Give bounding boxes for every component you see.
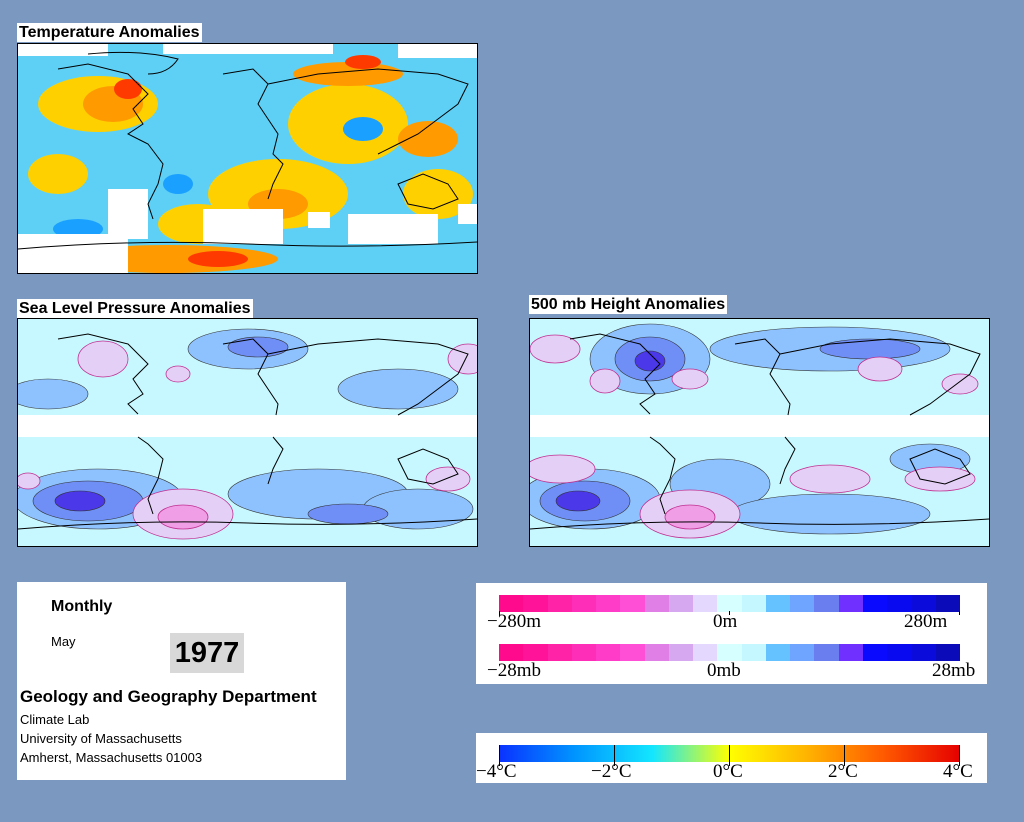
slp-legend-swatch <box>523 644 548 661</box>
height-colorbar <box>499 595 961 612</box>
height-legend-swatch <box>571 595 597 612</box>
height-label-zero: 0m <box>713 611 738 632</box>
slp-legend-swatch <box>693 644 718 661</box>
height-legend-swatch <box>862 595 888 612</box>
slp-legend-swatch <box>790 644 815 661</box>
university-label: University of Massachusetts <box>20 731 182 746</box>
lab-label: Climate Lab <box>20 712 90 727</box>
anomaly-legend-panel: −280m 0m 280m −28mb 0mb 28mb <box>476 583 987 684</box>
height-legend-swatch <box>765 595 791 612</box>
slp-legend-swatch <box>862 644 888 661</box>
temp-label-0: 0°C <box>713 761 743 782</box>
info-panel: Monthly May 1977 Geology and Geography D… <box>17 582 346 780</box>
slp-map <box>17 318 478 547</box>
temp-tick <box>499 745 500 766</box>
address-label: Amherst, Massachusetts 01003 <box>20 750 203 765</box>
year-label: 1977 <box>170 633 244 673</box>
temp-tick <box>959 745 960 766</box>
height-title: 500 mb Height Anomalies <box>529 295 728 314</box>
height-legend-swatch <box>596 595 621 612</box>
height-label-min: −280m <box>487 611 541 632</box>
period-label: Monthly <box>51 598 113 615</box>
slp-legend-swatch <box>717 644 742 661</box>
height-legend-swatch <box>547 595 572 612</box>
height-map <box>529 318 990 547</box>
temp-tick <box>729 745 730 766</box>
temperature-title: Temperature Anomalies <box>17 23 202 42</box>
slp-legend-swatch <box>765 644 791 661</box>
temp-label-m4: −4°C <box>476 761 517 782</box>
height-legend-swatch <box>620 595 645 612</box>
height-legend-swatch <box>911 595 936 612</box>
temp-label-4: 4°C <box>943 761 973 782</box>
slp-legend-swatch <box>668 644 694 661</box>
height-legend-swatch <box>717 595 742 612</box>
height-legend-swatch <box>814 595 839 612</box>
height-legend-swatch <box>887 595 912 612</box>
temp-tick <box>844 745 845 766</box>
temperature-legend-panel: −4°C −2°C 0°C 2°C 4°C <box>476 733 987 783</box>
slp-legend-swatch <box>620 644 645 661</box>
slp-legend-swatch <box>547 644 572 661</box>
slp-legend-swatch <box>814 644 839 661</box>
height-legend-swatch <box>693 595 718 612</box>
height-legend-swatch <box>644 595 669 612</box>
temp-tick <box>614 745 615 766</box>
height-legend-swatch <box>523 595 548 612</box>
temp-label-m2: −2°C <box>591 761 632 782</box>
month-label: May <box>51 634 76 649</box>
department-label: Geology and Geography Department <box>20 687 317 706</box>
slp-title: Sea Level Pressure Anomalies <box>17 299 253 318</box>
slp-legend-swatch <box>911 644 936 661</box>
height-legend-swatch <box>668 595 694 612</box>
slp-legend-swatch <box>741 644 766 661</box>
slp-legend-swatch <box>935 644 961 661</box>
height-label-max: 280m <box>904 611 948 632</box>
height-legend-swatch <box>935 595 961 612</box>
height-legend-swatch <box>790 595 815 612</box>
height-legend-swatch <box>838 595 863 612</box>
temperature-map <box>17 43 478 274</box>
slp-legend-swatch <box>596 644 621 661</box>
slp-colorbar <box>499 644 961 661</box>
height-legend-swatch <box>499 595 524 612</box>
slp-legend-swatch <box>887 644 912 661</box>
slp-legend-swatch <box>644 644 669 661</box>
slp-legend-swatch <box>838 644 863 661</box>
temp-label-2: 2°C <box>828 761 858 782</box>
slp-label-zero: 0mb <box>707 660 741 681</box>
slp-legend-swatch <box>571 644 597 661</box>
slp-label-max: 28mb <box>932 660 976 681</box>
slp-legend-swatch <box>499 644 524 661</box>
slp-label-min: −28mb <box>487 660 541 681</box>
height-legend-swatch <box>741 595 766 612</box>
